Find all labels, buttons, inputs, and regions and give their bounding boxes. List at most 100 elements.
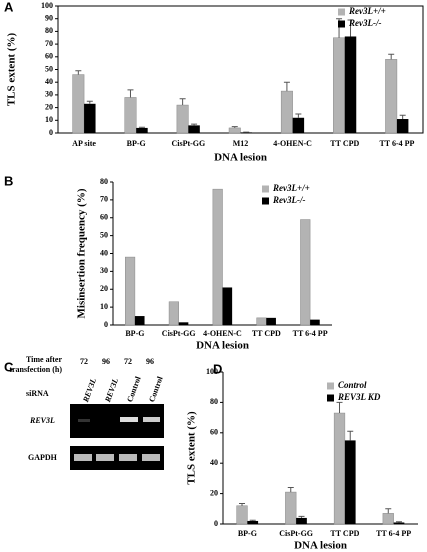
y-tick-label: 60 <box>100 213 108 222</box>
legend-swatch <box>262 197 269 205</box>
bar <box>310 319 320 325</box>
y-tick-label: 30 <box>100 266 108 275</box>
band <box>78 419 90 422</box>
bar <box>344 36 357 134</box>
x-axis-title: DNA lesion <box>196 340 249 352</box>
band <box>119 454 137 461</box>
x-tick-label: M12 <box>233 139 249 148</box>
bar <box>212 188 223 326</box>
x-tick-label: TT CPD <box>252 329 281 338</box>
band <box>120 417 138 422</box>
y-tick-label: 20 <box>210 488 218 497</box>
error-bar <box>347 430 354 441</box>
bar <box>300 219 311 326</box>
y-tick-label: 100 <box>206 367 218 376</box>
y-tick-label: 10 <box>45 115 53 124</box>
y-tick-label: 20 <box>100 284 108 293</box>
bar <box>285 491 297 525</box>
legend-label: Rev3L+/+ <box>272 183 310 193</box>
bar <box>125 256 136 326</box>
bar <box>168 301 179 326</box>
bar <box>256 317 267 326</box>
error-bar <box>239 502 246 506</box>
y-tick-label: 20 <box>45 102 53 111</box>
error-bar <box>298 515 305 518</box>
y-tick-label: 40 <box>45 77 53 86</box>
legend-swatch <box>338 20 345 28</box>
x-tick-label: TT 6-4 PP <box>379 139 414 148</box>
bar <box>176 104 189 134</box>
x-tick-label: TT 6-4 PP <box>293 329 328 338</box>
time-label: 96 <box>146 357 154 366</box>
y-tick-label: 10 <box>100 302 108 311</box>
legend-label: Rev3L-/- <box>272 195 305 205</box>
error-bar <box>75 70 82 75</box>
error-bar <box>138 126 145 128</box>
bar <box>178 322 189 325</box>
time-label: 96 <box>102 357 110 366</box>
y-tick-label: 30 <box>45 90 53 99</box>
bar <box>280 90 293 134</box>
error-bar <box>127 89 134 98</box>
y-tick-label: 90 <box>45 14 53 23</box>
y-axis-title: Misinsertion frequency (%) <box>76 188 88 318</box>
error-bar <box>347 19 354 37</box>
y-tick-label: 40 <box>210 458 218 467</box>
y-tick-label: 70 <box>100 195 108 204</box>
x-axis-title: DNA lesion <box>294 540 347 552</box>
sirna-title: siRNA <box>26 389 49 398</box>
lane-label: Control <box>147 375 165 404</box>
x-tick-label: TT CPD <box>330 139 359 148</box>
bar <box>84 103 96 133</box>
error-bar <box>179 98 186 106</box>
legend-swatch <box>327 394 334 402</box>
y-tick-label: 80 <box>210 397 218 406</box>
error-bar <box>231 126 238 128</box>
panel-label: A <box>4 0 14 14</box>
bar <box>247 520 259 524</box>
bar <box>333 412 346 525</box>
bar <box>222 287 233 325</box>
time-title: transfection (h) <box>9 365 62 374</box>
y-tick-label: 60 <box>45 52 53 61</box>
time-label: 72 <box>124 357 132 366</box>
time-title: Time after <box>26 355 63 364</box>
time-label: 72 <box>80 357 88 366</box>
error-bar <box>395 521 402 523</box>
x-tick-label: BP-G <box>127 139 146 148</box>
band <box>96 454 114 461</box>
legend-label: REV3L KD <box>337 392 381 402</box>
error-bar <box>385 508 392 514</box>
gel-panel: C Time after transfection (h) 72 96 72 9… <box>4 355 165 470</box>
bar <box>240 132 252 133</box>
error-bar <box>283 81 290 92</box>
bar <box>296 517 307 524</box>
x-axis-title: DNA lesion <box>214 152 267 164</box>
bar <box>236 505 248 525</box>
panel-label: C <box>4 359 14 374</box>
legend-label: Rev3L-/- <box>348 18 381 28</box>
row-label: REV3L <box>29 416 55 425</box>
x-tick-label: CisPt-GG <box>171 139 205 148</box>
legend-label: Rev3L+/+ <box>348 6 386 16</box>
error-bar <box>86 100 93 104</box>
error-bar <box>191 123 198 126</box>
x-tick-label: BP-G <box>125 329 144 338</box>
bar <box>385 59 398 134</box>
bar <box>228 127 241 134</box>
x-tick-label: TT CPD <box>330 529 359 538</box>
y-tick-label: 100 <box>41 1 53 10</box>
bar <box>124 97 137 134</box>
y-tick-label: 0 <box>104 320 108 329</box>
error-bar <box>295 113 302 118</box>
bar <box>396 119 409 133</box>
x-tick-label: BP-G <box>238 529 257 538</box>
x-tick-label: TT 6-4 PP <box>376 529 411 538</box>
error-bar <box>336 401 343 414</box>
bar <box>188 125 200 133</box>
error-bar <box>287 487 294 493</box>
y-tick-label: 70 <box>45 39 53 48</box>
panel-label: D <box>213 361 222 376</box>
y-tick-label: 50 <box>100 230 108 239</box>
